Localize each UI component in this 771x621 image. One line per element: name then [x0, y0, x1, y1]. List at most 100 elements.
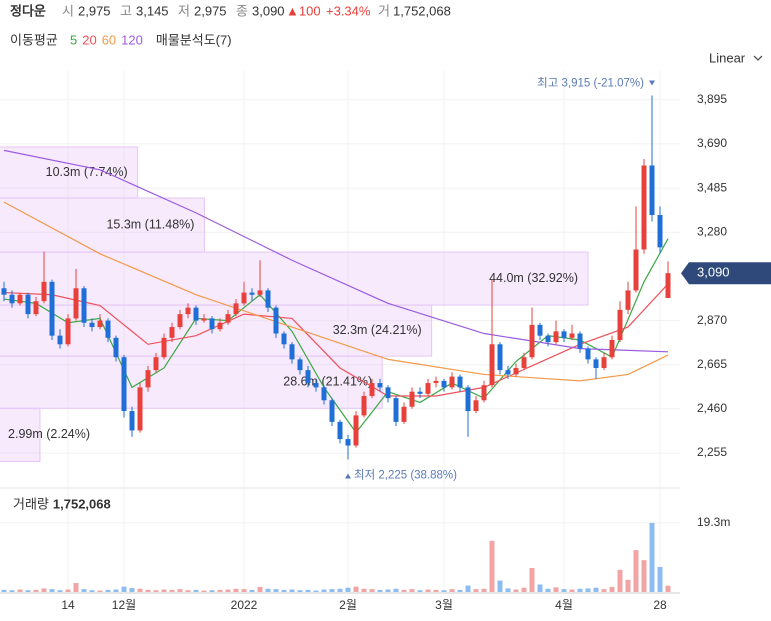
- volume-bar: [281, 589, 287, 592]
- analysis-label[interactable]: 매물분석도(7): [156, 32, 232, 47]
- x-tick-label: 2022: [231, 598, 258, 612]
- volume-bar: [273, 589, 279, 592]
- candle-body: [553, 331, 559, 343]
- change: ▲100: [286, 3, 321, 18]
- candle-body: [305, 370, 311, 384]
- candle-body: [153, 357, 159, 371]
- stock-name: 정다운: [10, 3, 46, 18]
- ma-line: [3, 149, 669, 353]
- y-tick-label: 3,690: [697, 136, 727, 150]
- profile-bar: [0, 355, 383, 409]
- candle-body: [657, 215, 663, 248]
- candle-body: [417, 391, 423, 394]
- candle-body: [257, 290, 263, 295]
- candle-body: [265, 290, 271, 308]
- candle-body: [465, 387, 471, 412]
- volume-bar: [393, 588, 399, 592]
- candle-body: [433, 380, 439, 384]
- candle-body: [289, 344, 295, 360]
- candle-body: [169, 327, 175, 338]
- candle-body: [313, 383, 319, 388]
- volume-title-value: 1,752,068: [53, 496, 111, 511]
- candle-body: [209, 318, 215, 330]
- volume-bar: [209, 590, 215, 592]
- volume-bar: [41, 588, 47, 592]
- candle-body: [1, 288, 7, 295]
- candle-body: [609, 339, 615, 358]
- candle-body: [161, 337, 167, 358]
- candle-body: [225, 314, 231, 323]
- volume-bar: [561, 589, 567, 592]
- volume-bar: [417, 590, 423, 592]
- candle-body: [9, 294, 15, 304]
- volume-bar: [513, 589, 519, 592]
- candle-body: [57, 335, 63, 345]
- x-tick-label: 3월: [435, 598, 453, 612]
- volume-bar: [153, 590, 159, 592]
- open-label: 시: [62, 3, 74, 18]
- candle-body: [49, 281, 55, 336]
- volume-bar: [585, 588, 591, 592]
- volume-bar: [185, 590, 191, 592]
- candle-body: [137, 387, 143, 431]
- profile-label: 15.3m (11.48%): [106, 217, 194, 231]
- candle-body: [185, 307, 191, 315]
- close: 3,090: [252, 3, 285, 18]
- volume-bar: [369, 589, 375, 592]
- volume-bar: [105, 589, 111, 592]
- candle-body: [521, 357, 527, 368]
- volume-bar: [457, 589, 463, 592]
- volume-bar: [345, 587, 351, 592]
- volume-bar: [529, 568, 535, 592]
- candle-body: [473, 400, 479, 412]
- volume-bar: [657, 566, 663, 592]
- candle-body: [73, 288, 79, 319]
- candle-body: [65, 318, 71, 345]
- candle-body: [129, 411, 135, 431]
- candle-body: [353, 415, 359, 446]
- candle-body: [569, 333, 575, 338]
- low-annotation: 최저 2,225 (38.88%): [354, 469, 457, 482]
- volume-bar: [441, 590, 447, 592]
- x-tick-label: 12월: [112, 598, 136, 612]
- candle-body: [345, 439, 351, 446]
- volume-bar: [609, 586, 615, 592]
- candle-body: [105, 320, 111, 338]
- profile-label: 2.99m (2.24%): [8, 427, 90, 441]
- x-tick-label: 2월: [339, 598, 357, 612]
- volume-title: 거래량: [13, 496, 49, 511]
- volume-bar: [665, 585, 671, 592]
- candle-body: [377, 383, 383, 388]
- candle-body: [201, 318, 207, 321]
- dropdown-icon[interactable]: [753, 55, 763, 61]
- volume-bar: [649, 522, 655, 592]
- volume-bar: [305, 589, 311, 592]
- high-annotation: 최고 3,915 (-21.07%): [537, 76, 644, 89]
- volume-bar: [97, 590, 103, 592]
- volume-bar: [633, 550, 639, 592]
- volume-bar: [409, 589, 415, 592]
- volume-bar: [1, 589, 7, 592]
- volume-bar: [473, 589, 479, 592]
- volume-bar: [401, 589, 407, 592]
- volume-bar: [81, 589, 87, 592]
- candle-body: [41, 281, 47, 302]
- candle-body: [177, 314, 183, 328]
- candle-body: [121, 357, 127, 412]
- scale-mode[interactable]: Linear: [709, 50, 746, 65]
- candle-body: [409, 391, 415, 407]
- x-tick-label: 28: [653, 598, 667, 612]
- volume-bar: [257, 586, 263, 592]
- volume-bar: [89, 590, 95, 592]
- profile-label: 10.3m (7.74%): [46, 165, 128, 179]
- change-pct: +3.34%: [326, 3, 371, 18]
- x-tick-label: 14: [61, 598, 75, 612]
- legend-title: 이동평균: [10, 32, 58, 47]
- candle-body: [593, 359, 599, 368]
- candle-body: [361, 395, 367, 416]
- candle-body: [249, 292, 255, 295]
- volume-bar: [449, 589, 455, 592]
- candle-body: [545, 335, 551, 343]
- candle-body: [193, 307, 199, 321]
